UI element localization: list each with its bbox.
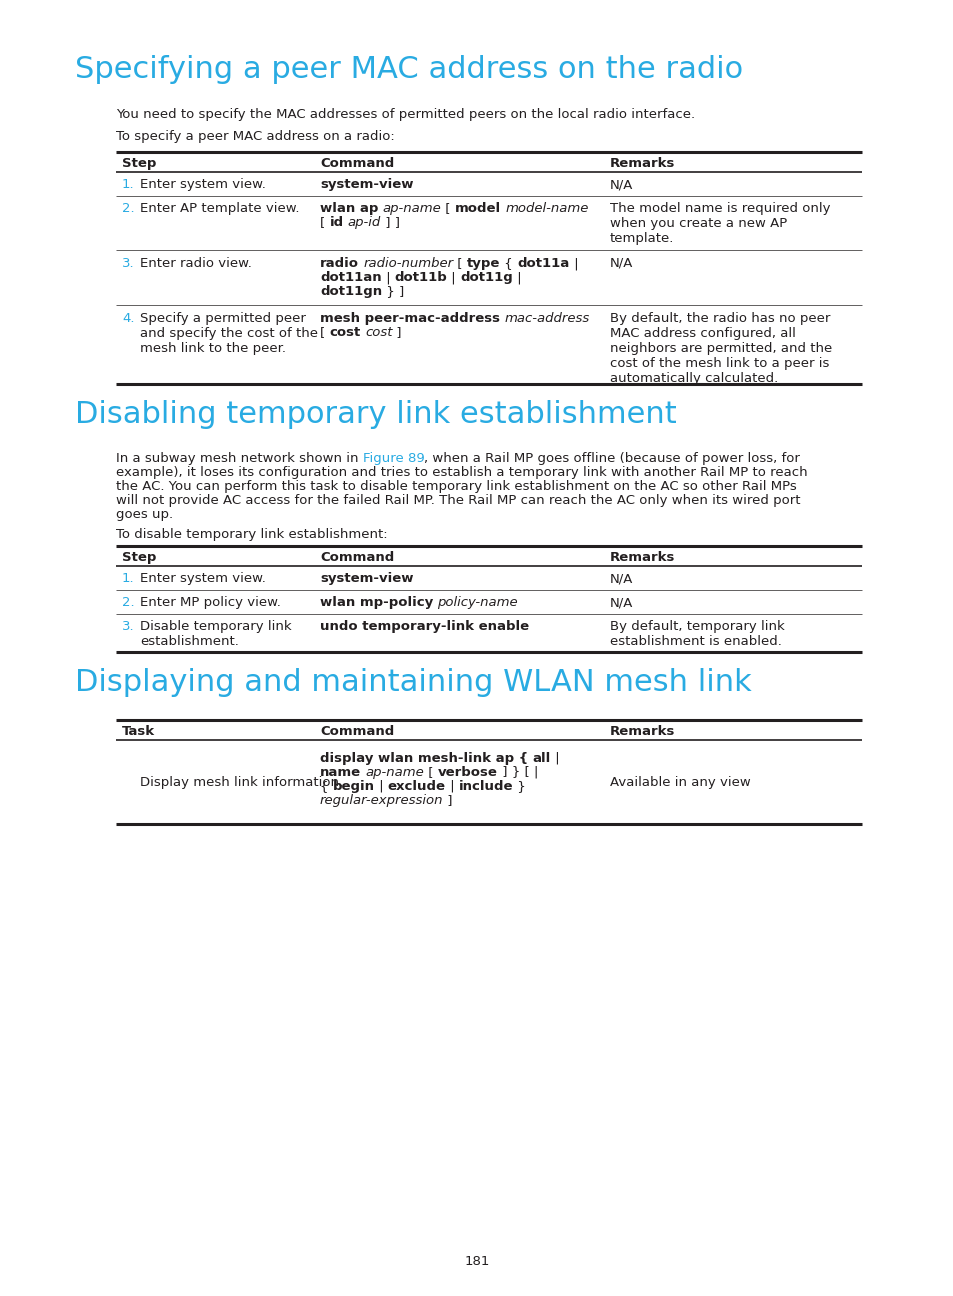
Text: Enter system view.: Enter system view.: [140, 178, 266, 191]
Text: verbose: verbose: [437, 766, 497, 779]
Text: system-view: system-view: [319, 178, 413, 191]
Text: To disable temporary link establishment:: To disable temporary link establishment:: [116, 527, 387, 540]
Text: ap-name: ap-name: [382, 202, 441, 215]
Text: cost: cost: [365, 327, 392, 340]
Text: {: {: [500, 257, 517, 270]
Text: |: |: [445, 780, 458, 793]
Text: Disabling temporary link establishment: Disabling temporary link establishment: [75, 400, 676, 429]
Text: dot11g: dot11g: [459, 271, 513, 284]
Text: Specify a permitted peer
and specify the cost of the
mesh link to the peer.: Specify a permitted peer and specify the…: [140, 312, 317, 355]
Text: |: |: [551, 752, 559, 765]
Text: ]: ]: [392, 327, 401, 340]
Text: [: [: [453, 257, 467, 270]
Text: dot11b: dot11b: [395, 271, 447, 284]
Text: regular-expression: regular-expression: [319, 794, 443, 807]
Text: name: name: [319, 766, 361, 779]
Text: 1.: 1.: [122, 572, 134, 584]
Text: |: |: [447, 271, 459, 284]
Text: ] ]: ] ]: [381, 216, 399, 229]
Text: 3.: 3.: [122, 257, 134, 270]
Text: ]: ]: [443, 794, 453, 807]
Text: dot11an: dot11an: [319, 271, 381, 284]
Text: Displaying and maintaining WLAN mesh link: Displaying and maintaining WLAN mesh lin…: [75, 667, 751, 697]
Text: Command: Command: [319, 724, 394, 737]
Text: 2.: 2.: [122, 596, 134, 609]
Text: id: id: [329, 216, 343, 229]
Text: By default, temporary link
establishment is enabled.: By default, temporary link establishment…: [609, 619, 784, 648]
Text: Remarks: Remarks: [609, 724, 675, 737]
Text: goes up.: goes up.: [116, 508, 172, 521]
Text: |: |: [375, 780, 387, 793]
Text: N/A: N/A: [609, 596, 633, 609]
Text: 4.: 4.: [122, 312, 134, 325]
Text: |: |: [513, 271, 521, 284]
Text: You need to specify the MAC addresses of permitted peers on the local radio inte: You need to specify the MAC addresses of…: [116, 108, 695, 121]
Text: Step: Step: [122, 157, 156, 170]
Text: } ]: } ]: [382, 285, 404, 298]
Text: Display mesh link information.: Display mesh link information.: [140, 776, 343, 789]
Text: [: [: [424, 766, 437, 779]
Text: ap-name: ap-name: [365, 766, 424, 779]
Text: Enter MP policy view.: Enter MP policy view.: [140, 596, 280, 609]
Text: mac-address: mac-address: [504, 312, 589, 325]
Text: In a subway mesh network shown in: In a subway mesh network shown in: [116, 452, 362, 465]
Text: [: [: [319, 327, 329, 340]
Text: undo temporary-link enable: undo temporary-link enable: [319, 619, 529, 632]
Text: |: |: [569, 257, 578, 270]
Text: To specify a peer MAC address on a radio:: To specify a peer MAC address on a radio…: [116, 130, 395, 143]
Text: Available in any view: Available in any view: [609, 776, 750, 789]
Text: type: type: [467, 257, 500, 270]
Text: Disable temporary link
establishment.: Disable temporary link establishment.: [140, 619, 292, 648]
Text: Remarks: Remarks: [609, 551, 675, 564]
Text: {: {: [319, 780, 333, 793]
Text: , when a Rail MP goes offline (because of power loss, for: , when a Rail MP goes offline (because o…: [424, 452, 800, 465]
Text: dot11a: dot11a: [517, 257, 569, 270]
Text: display wlan mesh-link ap {: display wlan mesh-link ap {: [319, 752, 533, 765]
Text: Specifying a peer MAC address on the radio: Specifying a peer MAC address on the rad…: [75, 54, 742, 84]
Text: the AC. You can perform this task to disable temporary link establishment on the: the AC. You can perform this task to dis…: [116, 480, 796, 492]
Text: N/A: N/A: [609, 257, 633, 270]
Text: Command: Command: [319, 157, 394, 170]
Text: policy-name: policy-name: [437, 596, 517, 609]
Text: radio: radio: [319, 257, 358, 270]
Text: |: |: [381, 271, 395, 284]
Text: include: include: [458, 780, 513, 793]
Text: Step: Step: [122, 551, 156, 564]
Text: radio-number: radio-number: [363, 257, 453, 270]
Text: example), it loses its configuration and tries to establish a temporary link wit: example), it loses its configuration and…: [116, 467, 807, 480]
Text: Command: Command: [319, 551, 394, 564]
Text: will not provide AC access for the failed Rail MP. The Rail MP can reach the AC : will not provide AC access for the faile…: [116, 494, 800, 507]
Text: ap-id: ap-id: [348, 216, 381, 229]
Text: model-name: model-name: [505, 202, 588, 215]
Text: [: [: [319, 216, 329, 229]
Text: Task: Task: [122, 724, 155, 737]
Text: }: }: [513, 780, 525, 793]
Text: The model name is required only
when you create a new AP
template.: The model name is required only when you…: [609, 202, 830, 245]
Text: model: model: [455, 202, 500, 215]
Text: [: [: [441, 202, 455, 215]
Text: all: all: [533, 752, 551, 765]
Text: exclude: exclude: [387, 780, 445, 793]
Text: dot11gn: dot11gn: [319, 285, 382, 298]
Text: Figure 89: Figure 89: [362, 452, 424, 465]
Text: N/A: N/A: [609, 572, 633, 584]
Text: ] } [ |: ] } [ |: [497, 766, 537, 779]
Text: wlan ap: wlan ap: [319, 202, 378, 215]
Text: By default, the radio has no peer
MAC address configured, all
neighbors are perm: By default, the radio has no peer MAC ad…: [609, 312, 831, 385]
Text: Enter AP template view.: Enter AP template view.: [140, 202, 299, 215]
Text: N/A: N/A: [609, 178, 633, 191]
Text: Enter radio view.: Enter radio view.: [140, 257, 252, 270]
Text: 2.: 2.: [122, 202, 134, 215]
Text: cost: cost: [329, 327, 360, 340]
Text: 3.: 3.: [122, 619, 134, 632]
Text: 1.: 1.: [122, 178, 134, 191]
Text: Enter system view.: Enter system view.: [140, 572, 266, 584]
Text: system-view: system-view: [319, 572, 413, 584]
Text: wlan mp-policy: wlan mp-policy: [319, 596, 433, 609]
Text: Remarks: Remarks: [609, 157, 675, 170]
Text: begin: begin: [333, 780, 375, 793]
Text: mesh peer-mac-address: mesh peer-mac-address: [319, 312, 499, 325]
Text: 181: 181: [464, 1255, 489, 1267]
